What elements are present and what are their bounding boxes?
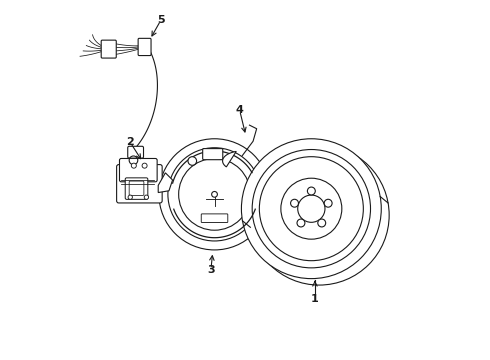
FancyBboxPatch shape [117,165,162,203]
Polygon shape [158,173,172,193]
Circle shape [128,195,132,199]
Circle shape [324,199,332,207]
Circle shape [298,195,325,222]
Circle shape [307,187,315,195]
Text: 5: 5 [157,15,165,26]
Text: 1: 1 [311,294,319,305]
FancyBboxPatch shape [203,149,223,160]
Text: 4: 4 [236,105,244,115]
Text: 2: 2 [126,138,134,147]
Circle shape [242,139,381,279]
Text: 3: 3 [207,265,215,275]
Circle shape [281,178,342,239]
Circle shape [297,219,305,227]
Polygon shape [222,152,236,167]
Circle shape [291,199,298,207]
Circle shape [168,148,261,241]
Circle shape [179,158,250,230]
Circle shape [144,195,148,199]
FancyBboxPatch shape [129,181,144,195]
Circle shape [142,163,147,168]
Circle shape [249,145,389,285]
Circle shape [212,192,218,197]
Circle shape [252,149,370,268]
FancyBboxPatch shape [101,40,116,58]
FancyBboxPatch shape [138,39,151,55]
FancyBboxPatch shape [201,214,228,222]
FancyBboxPatch shape [125,178,148,199]
FancyBboxPatch shape [128,146,144,158]
Circle shape [131,163,136,168]
Circle shape [188,157,196,165]
Circle shape [318,219,326,227]
Circle shape [159,139,270,250]
FancyBboxPatch shape [120,158,157,182]
Circle shape [259,157,364,261]
